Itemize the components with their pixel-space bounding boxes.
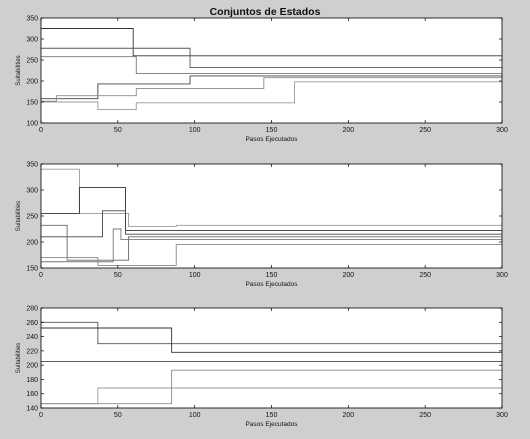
y-tick-label: 260 [26, 320, 38, 327]
y-tick-label: 350 [26, 162, 38, 169]
series-line-5 [41, 77, 502, 102]
plot-area [41, 308, 502, 408]
y-tick-label: 180 [26, 377, 38, 384]
chart-panels: 0 50 100 150 200 250 300 100 150 200 250 300 350 Paso… [16, 16, 508, 429]
series-line-2 [41, 186, 502, 232]
x-tick-label: 50 [114, 272, 122, 279]
y-tick-label: 240 [26, 334, 38, 341]
x-axis-label: Pasos Ejecutados [245, 281, 298, 288]
x-tick-label: 250 [419, 272, 431, 279]
x-tick-label: 150 [266, 272, 278, 279]
x-tick-label: 200 [342, 272, 354, 279]
x-tick-label: 50 [114, 412, 122, 419]
series-line-6 [41, 81, 502, 111]
axes-frame [40, 163, 503, 269]
y-tick-label: 250 [26, 214, 38, 221]
y-axis-label: Suitabilities [16, 343, 22, 373]
y-tick-label: 140 [26, 406, 38, 413]
series-line-3 [41, 56, 502, 74]
x-axis-label: Pasos Ejecutados [245, 421, 298, 428]
y-tick-label: 220 [26, 348, 38, 355]
y-tick-label: 200 [26, 363, 38, 370]
y-tick-label: 350 [26, 16, 38, 23]
series-line-1 [41, 28, 502, 57]
x-tick-label: 200 [342, 412, 354, 419]
series-line-5 [41, 369, 502, 405]
y-tick-label: 250 [26, 58, 38, 65]
y-tick-label: 150 [26, 266, 38, 273]
series-line-2 [41, 327, 502, 353]
axes-frame [40, 17, 503, 124]
y-tick-label: 100 [26, 121, 38, 128]
series-line-3 [41, 210, 502, 238]
series-line-1 [41, 321, 502, 345]
x-tick-label: 250 [419, 127, 431, 134]
x-tick-label: 300 [496, 272, 508, 279]
x-tick-label: 0 [39, 127, 43, 134]
x-tick-label: 150 [266, 412, 278, 419]
chart-panel-1: 0 50 100 150 200 250 300 100 150 200 250 300 350 Paso… [16, 16, 508, 144]
series-line-1 [41, 168, 502, 227]
series-line-2 [41, 47, 502, 69]
x-tick-label: 200 [342, 127, 354, 134]
x-tick-label: 300 [496, 127, 508, 134]
series-line-4 [41, 75, 502, 100]
x-axis-label: Pasos Ejecutados [245, 136, 298, 143]
x-tick-label: 100 [189, 127, 201, 134]
series-line-6 [41, 244, 502, 266]
y-tick-label: 150 [26, 100, 38, 107]
x-tick-label: 100 [189, 272, 201, 279]
y-tick-label: 200 [26, 79, 38, 86]
x-tick-label: 0 [39, 412, 43, 419]
y-axis-label: Suitabilities [16, 201, 22, 231]
y-tick-label: 200 [26, 240, 38, 247]
x-tick-label: 150 [266, 127, 278, 134]
x-tick-label: 0 [39, 272, 43, 279]
x-tick-label: 250 [419, 412, 431, 419]
axes-frame [40, 307, 503, 409]
x-tick-label: 50 [114, 127, 122, 134]
x-tick-label: 100 [189, 412, 201, 419]
y-tick-label: 300 [26, 188, 38, 195]
chart-panel-2: 0 50 100 150 200 250 300 150 200 250 300 350 Pasos E… [16, 162, 508, 289]
figure-title: Conjuntos de Estados [210, 6, 321, 18]
chart-panel-3: 0 50 100 150 200 250 300 140 160 180 200 220 240 260 2… [16, 306, 508, 429]
plot-area [41, 164, 502, 268]
y-axis-label: Suitabilities [16, 55, 22, 85]
y-tick-label: 300 [26, 37, 38, 44]
series-line-5 [41, 228, 502, 263]
y-tick-label: 280 [26, 306, 38, 313]
x-tick-label: 300 [496, 412, 508, 419]
y-tick-label: 160 [26, 391, 38, 398]
plot-area [41, 18, 502, 123]
